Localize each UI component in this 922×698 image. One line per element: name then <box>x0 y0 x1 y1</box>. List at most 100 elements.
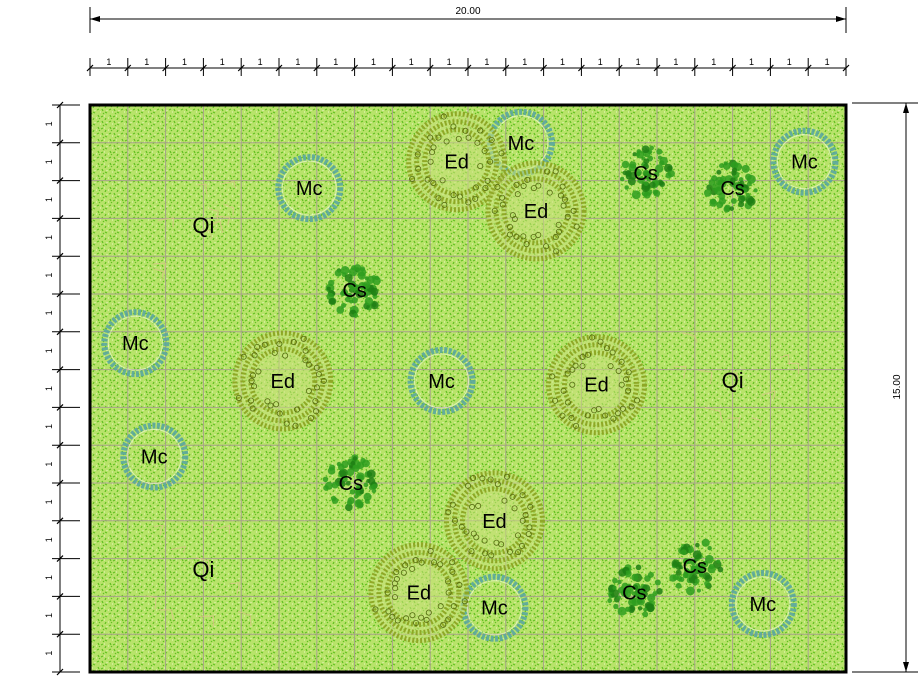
ed-leaf-mark <box>290 339 297 346</box>
ed-leaf-mark <box>618 381 625 388</box>
cs-foliage-dot <box>729 206 735 211</box>
ed-leaf-mark <box>305 361 312 368</box>
planting-area: Qi Qi Qi Mc Mc Mc Mc Mc Mc Mc Mc Ed Ed Ed Ed Ed Ed Cs Cs Cs… <box>88 103 848 674</box>
ed-leaf-ring <box>414 119 500 205</box>
ed-leaf-ring <box>376 550 462 636</box>
ed-leaf-ring <box>240 338 326 424</box>
ed-leaf-mark <box>543 243 550 250</box>
ed-leaf-mark <box>445 578 452 585</box>
ed-leaf-mark <box>437 603 444 610</box>
plant-code-label: Qi <box>722 368 744 393</box>
ed-leaf-mark <box>403 615 410 622</box>
ed-leaf-mark <box>513 181 520 188</box>
ed-leaf-mark <box>527 503 534 510</box>
dimension-slash <box>653 64 661 72</box>
dimension-slash <box>124 64 132 72</box>
dimension-slash <box>313 64 321 72</box>
cs-foliage-dot <box>716 187 722 192</box>
cs-foliage-dot <box>686 558 692 565</box>
ed-leaf-mark <box>450 603 457 610</box>
dimension-slash <box>766 64 774 72</box>
cs-foliage-dot <box>707 545 712 551</box>
ed-leaf-mark <box>482 184 489 191</box>
ed-leaf-mark <box>240 353 247 360</box>
ed-leaf-mark <box>477 127 484 134</box>
ed-leaf-mark <box>477 163 484 170</box>
cs-foliage-dot <box>676 575 683 582</box>
ed-leaf-mark <box>530 185 537 192</box>
dimension-slash <box>615 64 623 72</box>
module-height-label: 1 <box>44 235 54 240</box>
dimension-slash <box>56 517 64 525</box>
ed-leaf-mark <box>484 177 491 184</box>
ed-leaf-mark <box>557 192 564 199</box>
ed-leaf-ring <box>459 486 529 556</box>
module-height-label: 1 <box>44 121 54 126</box>
cs-foliage-dot <box>607 598 613 604</box>
dimension-slash <box>56 252 64 260</box>
ed-leaf-mark <box>385 608 392 615</box>
dimension-slash <box>464 64 472 72</box>
cs-foliage-dot <box>359 489 364 495</box>
dimension-slash <box>56 328 64 336</box>
cs-foliage-dot <box>355 284 360 289</box>
ed-leaf-mark <box>564 370 571 377</box>
mc-canopy-ring <box>728 569 797 638</box>
cs-foliage-dot <box>345 503 353 512</box>
ed-leaf-mark <box>440 621 447 628</box>
module-width-label: 1 <box>371 57 376 67</box>
qi-ground-mark <box>144 595 157 610</box>
ed-leaf-mark <box>602 412 609 419</box>
qi-ground-mark <box>222 180 236 189</box>
ed-leaf-mark <box>507 223 514 230</box>
ed-leaf-mark <box>546 189 553 196</box>
cs-foliage-dot <box>708 179 716 186</box>
plant-mc-symbol: Mc <box>728 569 797 638</box>
dimension-slash <box>199 64 207 72</box>
cs-foliage-dot <box>716 559 721 564</box>
qi-ground-mark <box>170 545 187 553</box>
plant-code-label: Cs <box>720 178 744 200</box>
plant-cs-symbol: Cs <box>322 454 378 512</box>
module-height-label: 1 <box>44 273 54 278</box>
dimension-slash <box>56 139 64 147</box>
cs-foliage-dot <box>730 198 737 204</box>
ed-leaf-mark <box>503 473 510 480</box>
ed-leaf-mark <box>526 524 533 531</box>
cs-foliage-dot <box>621 582 629 590</box>
ed-leaf-mark <box>248 377 255 384</box>
qi-ground-mark <box>787 362 800 375</box>
qi-ground-mark <box>673 365 687 379</box>
module-width-label: 1 <box>598 57 603 67</box>
qi-ground-mark <box>197 183 208 195</box>
plant-code-label: Ed <box>407 583 431 605</box>
plant-cs-symbol: Cs <box>703 159 758 213</box>
cs-foliage-dot <box>653 171 660 178</box>
plant-ed-symbol: Ed <box>443 470 545 572</box>
cs-foliage-dot <box>631 573 639 581</box>
module-width-label: 1 <box>711 57 716 67</box>
cs-foliage-dot <box>672 560 678 566</box>
dimension-slash <box>691 64 699 72</box>
cs-foliage-dot <box>350 460 356 466</box>
ed-leaf-mark <box>394 617 401 624</box>
cs-foliage-dot <box>612 577 618 584</box>
module-width-label: 1 <box>220 57 225 67</box>
ed-leaf-mark <box>579 363 586 370</box>
cs-foliage-dot <box>622 589 632 598</box>
cs-foliage-dot <box>346 468 355 476</box>
ed-leaf-mark <box>372 606 379 613</box>
cs-foliage-dot <box>656 148 663 155</box>
ed-leaf-mark <box>449 568 456 575</box>
plant-code-label: Mc <box>428 371 455 393</box>
module-height-label: 1 <box>44 575 54 580</box>
dimension-slash <box>56 290 64 298</box>
cs-foliage-dot <box>339 468 349 478</box>
cs-foliage-dot <box>324 481 333 490</box>
right-overall-dimension: 15.00 <box>852 102 918 673</box>
module-height-label: 1 <box>44 613 54 618</box>
ed-leaf-mark <box>619 405 626 412</box>
ed-leaf-mark <box>409 175 416 182</box>
cs-foliage-dot <box>349 282 358 291</box>
ed-leaf-mark <box>474 139 481 146</box>
